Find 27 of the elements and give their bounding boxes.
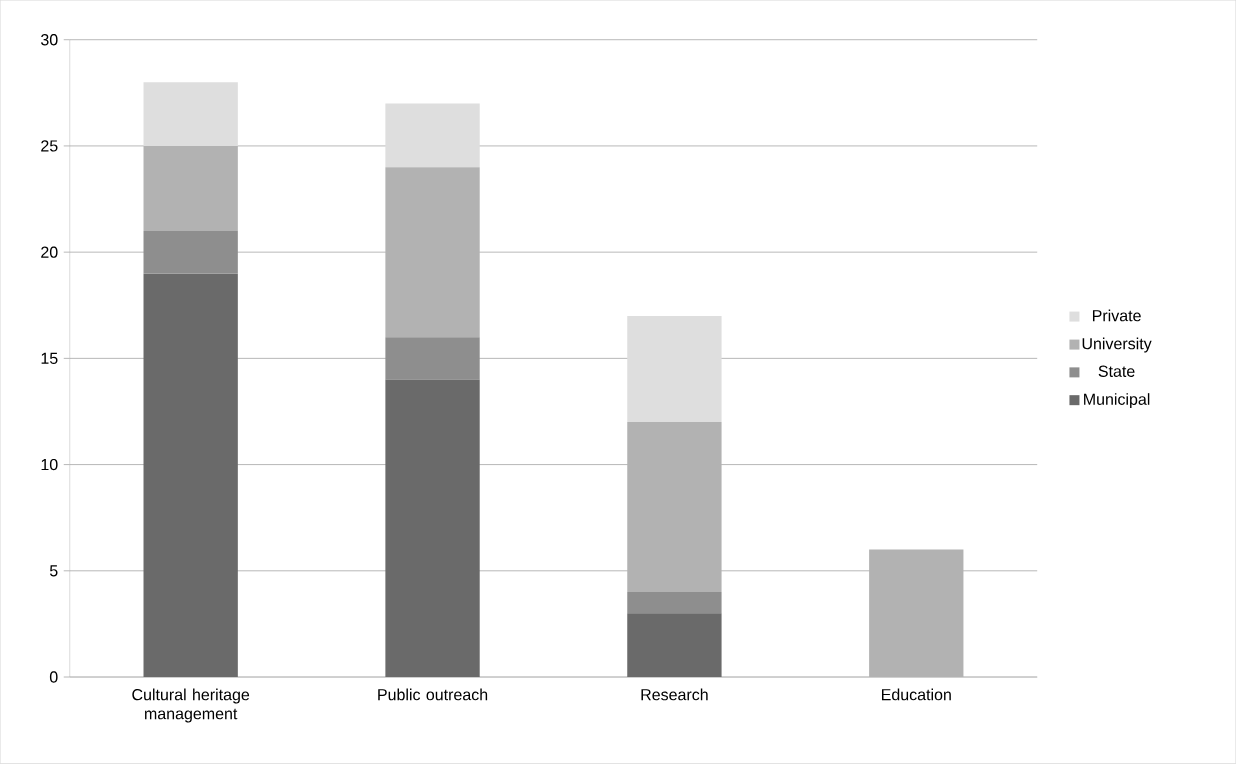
legend-label: Private [1092,309,1141,322]
bar [385,167,480,338]
bar [627,315,722,423]
y-tick-label: 25 [41,140,58,152]
bar [143,82,238,147]
y-tick-label: 10 [41,459,58,471]
y-tick-label: 0 [49,671,58,683]
bar [143,273,238,678]
x-tick-label: Public outreach [378,688,488,701]
legend-label: State [1098,365,1135,378]
y-tick-label: 30 [41,34,58,46]
bar [143,146,238,232]
bar [627,592,722,614]
y-tick-label: 5 [49,565,58,577]
bar [143,231,238,274]
x-tick-label: Cultural heritage management [132,688,250,723]
bar [385,103,480,168]
legend-label: Municipal [1084,393,1150,409]
bar [627,422,722,593]
bar [385,379,480,678]
y-tick-label: 20 [41,246,58,258]
legend-label: University [1082,337,1152,353]
bar [627,613,722,678]
x-tick-label: Education [882,688,951,701]
y-tick-label: 15 [41,352,58,365]
bar [385,337,480,380]
x-tick-label: Research [641,688,708,701]
